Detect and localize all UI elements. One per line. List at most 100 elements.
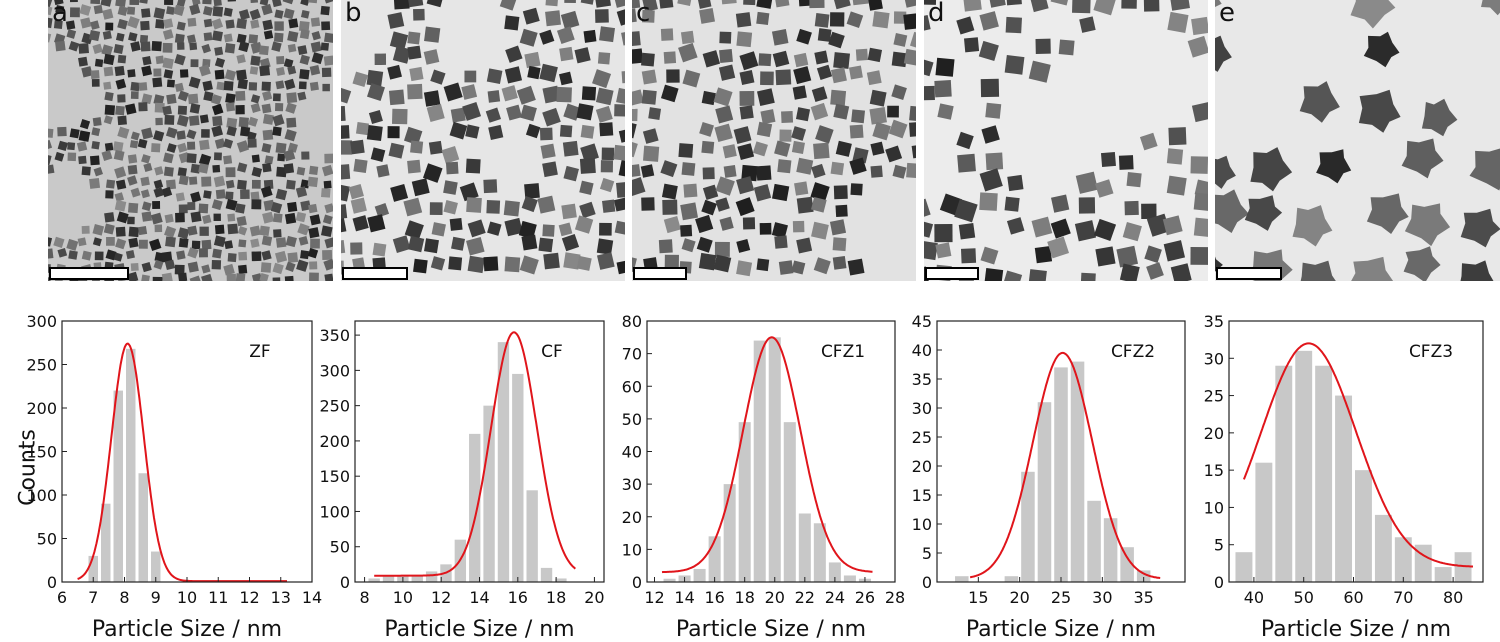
y-tick-label: 300	[26, 312, 57, 331]
histogram-bar	[798, 513, 811, 582]
nanoparticle	[155, 55, 165, 65]
nanoparticle	[641, 52, 655, 67]
nanoparticle	[324, 203, 333, 214]
nanoparticle	[103, 81, 112, 90]
nanoparticle	[698, 252, 717, 271]
nanoparticle	[310, 41, 322, 53]
nanoparticle	[177, 105, 188, 115]
nanoparticle	[660, 28, 674, 41]
x-axis-label: Particle Size / nm	[966, 617, 1156, 642]
nanoparticle	[660, 84, 679, 103]
nanoparticle	[68, 41, 80, 52]
x-tick-label: 60	[1343, 588, 1363, 607]
nanoparticle	[924, 266, 930, 281]
nanoparticle	[428, 140, 443, 155]
nanoparticle	[723, 164, 737, 178]
nanoparticle	[719, 49, 733, 63]
nanoparticle	[579, 157, 596, 174]
nanoparticle	[117, 5, 128, 16]
nanoparticle	[236, 69, 247, 81]
nanoparticle	[93, 166, 103, 177]
nanoparticle	[370, 147, 386, 163]
nanoparticle	[1169, 0, 1190, 11]
nanoparticle	[323, 258, 333, 271]
nanoparticle	[262, 162, 272, 173]
histogram-bar	[483, 405, 495, 582]
nanoparticle	[297, 91, 307, 101]
nanoparticle	[1093, 0, 1117, 16]
nanoparticle	[485, 107, 501, 123]
nanoparticle	[286, 117, 297, 128]
nanoparticle	[393, 0, 410, 10]
y-tick-label: 15	[912, 486, 932, 505]
nanoparticle	[227, 253, 237, 263]
nanoparticle	[251, 166, 263, 178]
nanoparticle	[701, 199, 717, 216]
nanoparticle	[1143, 0, 1160, 12]
histogram-bar	[113, 390, 123, 582]
nanoparticle	[632, 164, 641, 178]
histogram-panel-5: 0 5 10 15 20 25 30 35 40 50 60 70 80 CFZ3 Particle Siz…	[1204, 312, 1484, 642]
nanoparticle	[538, 237, 554, 253]
nanoparticle	[226, 126, 237, 137]
y-tick-label: 5	[922, 544, 932, 563]
nanoparticle	[599, 177, 615, 193]
nanoparticle	[273, 32, 284, 43]
histogram-bar	[738, 422, 751, 582]
nanoparticle	[177, 167, 187, 177]
nanoparticle	[616, 260, 625, 275]
nanoparticle	[368, 109, 383, 124]
nanoparticle	[79, 119, 91, 130]
nanoparticle	[867, 0, 883, 11]
sample-label: ZF	[249, 342, 270, 362]
nanoparticle	[261, 103, 272, 114]
nanoparticle	[55, 40, 66, 52]
nanoparticle	[162, 29, 174, 40]
nanoparticle	[387, 12, 405, 29]
micrograph-e: e	[1215, 0, 1500, 281]
nanoparticle	[614, 220, 625, 235]
y-tick-label: 40	[622, 443, 642, 462]
nanoparticle	[1244, 195, 1283, 231]
histogram-bar	[101, 503, 111, 582]
nanoparticle	[127, 69, 136, 78]
nanoparticle	[140, 41, 151, 52]
nanoparticle	[321, 21, 331, 31]
nanoparticle	[141, 65, 153, 77]
histogram-panel-4: 0 5 10 15 20 25 30 35 40 45 15 20 25 30 35 CFZ2 Particle…	[912, 312, 1186, 642]
nanoparticle	[178, 238, 189, 248]
nanoparticle	[320, 42, 330, 51]
histogram-bar	[1021, 471, 1035, 582]
nanoparticle	[1299, 81, 1340, 123]
nanoparticle	[248, 82, 258, 91]
nanoparticle	[934, 80, 952, 98]
nanoparticle	[632, 31, 641, 47]
nanoparticle	[188, 115, 200, 126]
nanoparticle	[487, 90, 501, 103]
nanoparticle	[104, 104, 116, 116]
nanoparticle	[88, 29, 101, 42]
nanoparticle	[141, 8, 151, 18]
nanoparticle	[1121, 0, 1137, 9]
nanoparticle	[352, 71, 368, 88]
scale-bar-d	[925, 267, 979, 280]
nanoparticle	[909, 31, 916, 50]
nanoparticle	[594, 9, 609, 23]
nanoparticle	[285, 235, 297, 248]
nanoparticle	[176, 0, 186, 7]
nanoparticle	[1404, 203, 1451, 247]
nanoparticle	[616, 7, 625, 26]
nanoparticle	[632, 8, 637, 24]
nanoparticle	[518, 220, 537, 239]
nanoparticle	[106, 236, 115, 246]
nanoparticle	[519, 255, 539, 275]
nanoparticle	[559, 46, 574, 62]
nanoparticle	[1074, 220, 1097, 242]
nanoparticle	[781, 110, 794, 124]
nanoparticle	[143, 162, 153, 172]
nanoparticle	[909, 105, 916, 122]
nanoparticle	[957, 153, 976, 173]
nanoparticle	[663, 216, 681, 234]
nanoparticle	[163, 18, 174, 29]
nanoparticle	[621, 70, 625, 84]
